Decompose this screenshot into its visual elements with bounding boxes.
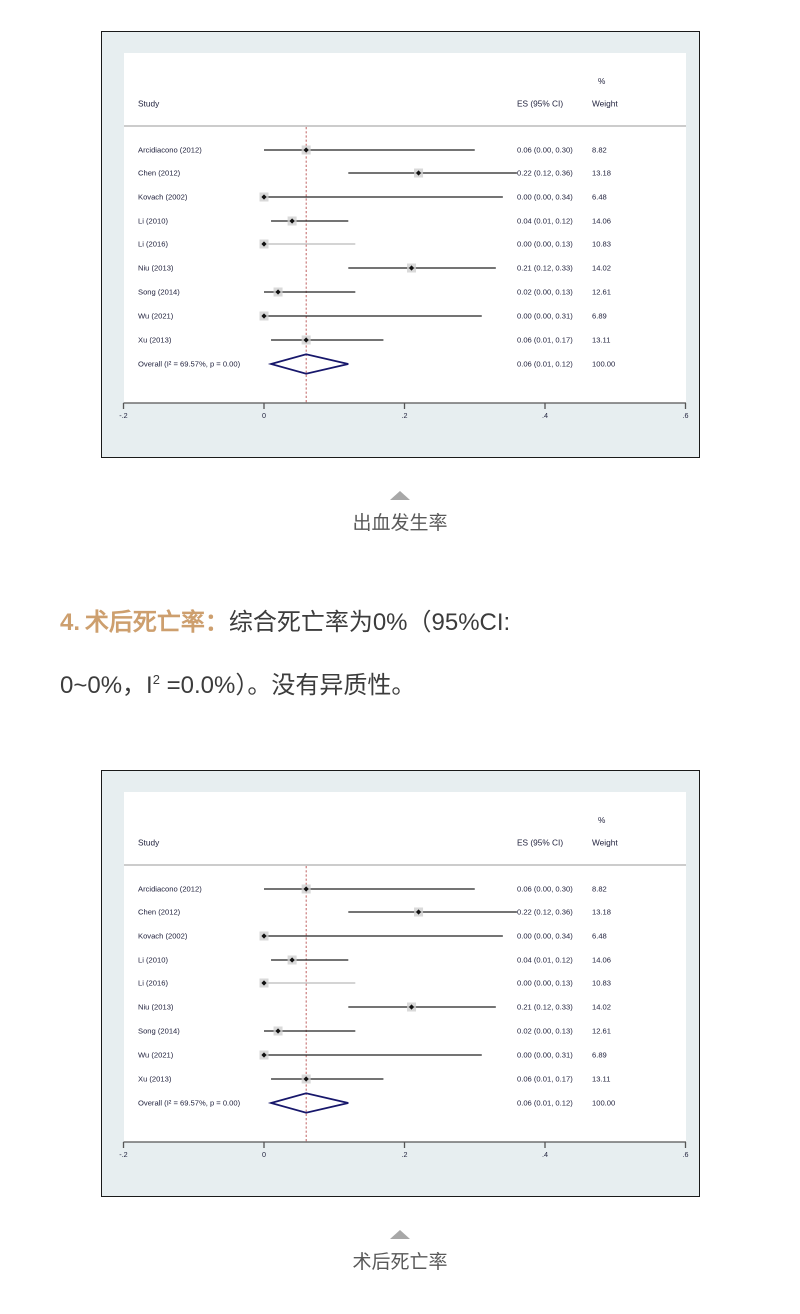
svg-text:8.82: 8.82 [592,146,607,155]
svg-text:0.00 (0.00, 0.31): 0.00 (0.00, 0.31) [517,312,573,321]
svg-text:6.48: 6.48 [592,193,607,202]
svg-text:Li (2010): Li (2010) [138,956,168,965]
svg-text:0.06 (0.01, 0.17): 0.06 (0.01, 0.17) [517,1075,573,1084]
svg-text:Wu (2021): Wu (2021) [138,312,174,321]
svg-text:0.02 (0.00, 0.13): 0.02 (0.00, 0.13) [517,1027,573,1036]
svg-text:10.83: 10.83 [592,979,611,988]
svg-text:13.11: 13.11 [592,1075,610,1084]
svg-text:0.04 (0.01, 0.12): 0.04 (0.01, 0.12) [517,217,573,226]
svg-text:Study: Study [138,838,160,848]
svg-text:14.02: 14.02 [592,264,611,273]
svg-text:Chen (2012): Chen (2012) [138,908,181,917]
svg-text:Chen (2012): Chen (2012) [138,169,181,178]
svg-text:0.06 (0.00, 0.30): 0.06 (0.00, 0.30) [517,885,573,894]
svg-text:Song (2014): Song (2014) [138,288,180,297]
svg-text:ES (95% CI): ES (95% CI) [517,838,563,848]
svg-text:Kovach (2002): Kovach (2002) [138,193,188,202]
svg-text:0.02 (0.00, 0.13): 0.02 (0.00, 0.13) [517,288,573,297]
svg-text:Xu (2013): Xu (2013) [138,1075,172,1084]
svg-text:-.2: -.2 [119,1150,127,1159]
svg-text:-.2: -.2 [119,411,127,420]
svg-text:Niu (2013): Niu (2013) [138,264,174,273]
svg-text:Arcidiacono (2012): Arcidiacono (2012) [138,885,202,894]
svg-text:Song (2014): Song (2014) [138,1027,180,1036]
svg-text:0.06 (0.01, 0.12): 0.06 (0.01, 0.12) [517,1099,573,1108]
svg-text:13.18: 13.18 [592,169,611,178]
svg-text:ES (95% CI): ES (95% CI) [517,99,563,109]
svg-text:Niu (2013): Niu (2013) [138,1003,174,1012]
svg-text:%: % [598,815,606,825]
svg-text:.2: .2 [401,411,407,420]
svg-text:0: 0 [262,411,266,420]
svg-text:0.21 (0.12, 0.33): 0.21 (0.12, 0.33) [517,1003,573,1012]
svg-text:%: % [598,76,606,86]
svg-text:0.00 (0.00, 0.13): 0.00 (0.00, 0.13) [517,979,573,988]
svg-text:6.89: 6.89 [592,312,607,321]
svg-text:8.82: 8.82 [592,885,607,894]
svg-text:0.06 (0.01, 0.17): 0.06 (0.01, 0.17) [517,336,573,345]
svg-text:12.61: 12.61 [592,1027,611,1036]
svg-text:Wu (2021): Wu (2021) [138,1051,174,1060]
svg-text:0.22 (0.12, 0.36): 0.22 (0.12, 0.36) [517,169,573,178]
svg-text:0.22 (0.12, 0.36): 0.22 (0.12, 0.36) [517,908,573,917]
svg-text:Weight: Weight [592,838,618,848]
svg-text:6.48: 6.48 [592,932,607,941]
svg-text:14.06: 14.06 [592,956,611,965]
svg-text:0.06 (0.00, 0.30): 0.06 (0.00, 0.30) [517,146,573,155]
svg-text:13.18: 13.18 [592,908,611,917]
svg-text:.4: .4 [542,1150,548,1159]
svg-text:.6: .6 [682,1150,688,1159]
svg-text:Weight: Weight [592,99,618,109]
svg-text:Li (2016): Li (2016) [138,979,168,988]
svg-text:0.00 (0.00, 0.34): 0.00 (0.00, 0.34) [517,193,573,202]
svg-text:Overall (I² = 69.57%, p = 0.0: Overall (I² = 69.57%, p = 0.00) [138,1099,241,1108]
svg-text:0.06 (0.01, 0.12): 0.06 (0.01, 0.12) [517,360,573,369]
svg-text:Li (2010): Li (2010) [138,217,168,226]
svg-text:Arcidiacono (2012): Arcidiacono (2012) [138,146,202,155]
svg-text:0.00 (0.00, 0.31): 0.00 (0.00, 0.31) [517,1051,573,1060]
svg-text:Study: Study [138,99,160,109]
svg-text:6.89: 6.89 [592,1051,607,1060]
svg-text:0.04 (0.01, 0.12): 0.04 (0.01, 0.12) [517,956,573,965]
svg-text:14.02: 14.02 [592,1003,611,1012]
svg-text:Kovach (2002): Kovach (2002) [138,932,188,941]
svg-text:.4: .4 [542,411,548,420]
svg-text:12.61: 12.61 [592,288,611,297]
svg-text:Xu (2013): Xu (2013) [138,336,172,345]
svg-text:100.00: 100.00 [592,1099,615,1108]
svg-text:0.21 (0.12, 0.33): 0.21 (0.12, 0.33) [517,264,573,273]
svg-text:13.11: 13.11 [592,336,610,345]
svg-text:Li (2016): Li (2016) [138,240,168,249]
svg-text:0.00 (0.00, 0.34): 0.00 (0.00, 0.34) [517,932,573,941]
svg-text:Overall (I² = 69.57%, p = 0.0: Overall (I² = 69.57%, p = 0.00) [138,360,241,369]
svg-text:100.00: 100.00 [592,360,615,369]
svg-text:.6: .6 [682,411,688,420]
svg-text:10.83: 10.83 [592,240,611,249]
svg-text:0.00 (0.00, 0.13): 0.00 (0.00, 0.13) [517,240,573,249]
svg-text:14.06: 14.06 [592,217,611,226]
svg-text:0: 0 [262,1150,266,1159]
svg-text:.2: .2 [401,1150,407,1159]
